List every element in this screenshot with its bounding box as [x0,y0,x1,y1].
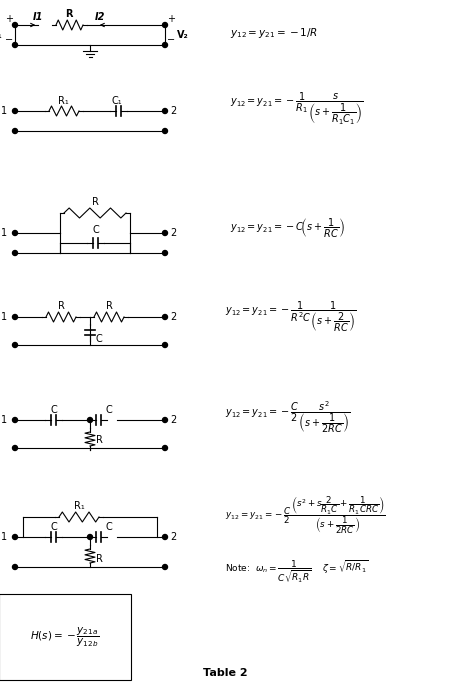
Text: Note:  $\omega_n = \dfrac{1}{C\sqrt{R_1R}}$    $\zeta = \sqrt{R/R_1}$: Note: $\omega_n = \dfrac{1}{C\sqrt{R_1R}… [225,559,369,585]
Text: C: C [50,405,58,415]
Text: R₁: R₁ [74,501,85,511]
Text: R: R [91,197,99,207]
Text: −: − [167,35,175,45]
Text: V₁: V₁ [0,30,3,40]
Text: R: R [96,435,103,445]
Text: 1: 1 [1,415,7,425]
Text: C: C [106,405,112,415]
Circle shape [162,314,167,319]
Text: C: C [96,334,103,344]
Text: +: + [5,14,13,24]
Circle shape [87,534,93,540]
Circle shape [13,42,18,47]
Circle shape [13,314,18,319]
Circle shape [162,534,167,540]
Text: I2: I2 [95,12,105,22]
Circle shape [162,129,167,134]
Text: I1: I1 [33,12,43,22]
Circle shape [87,417,93,423]
Text: R: R [65,9,73,19]
Text: V₂: V₂ [177,30,189,40]
Circle shape [13,564,18,569]
Circle shape [13,534,18,540]
Circle shape [162,342,167,347]
Text: R: R [96,554,103,564]
Text: −: − [5,35,13,45]
Text: $y_{12} = y_{21} = -\dfrac{1}{R^2C}\dfrac{1}{\left(s+\dfrac{2}{RC}\right)}$: $y_{12} = y_{21} = -\dfrac{1}{R^2C}\dfra… [225,300,356,334]
Text: 2: 2 [170,532,176,542]
Circle shape [162,230,167,236]
Circle shape [13,129,18,134]
Text: 1: 1 [1,312,7,322]
Circle shape [13,108,18,114]
Circle shape [162,108,167,114]
Circle shape [13,251,18,256]
Text: +: + [167,14,175,24]
Text: $y_{12} = y_{21} = -\dfrac{C}{2}\dfrac{\left(s^2+s\dfrac{2}{R_1C}+\dfrac{1}{R_1C: $y_{12} = y_{21} = -\dfrac{C}{2}\dfrac{\… [225,494,386,536]
Text: $H(s) = -\dfrac{y_{21a}}{y_{12b}}$: $H(s) = -\dfrac{y_{21a}}{y_{12b}}$ [31,625,99,649]
Text: C: C [50,522,58,532]
Circle shape [13,445,18,451]
Text: C₁: C₁ [112,96,122,106]
Circle shape [13,342,18,347]
Text: 2: 2 [170,228,176,238]
Text: R₁: R₁ [58,96,68,106]
Text: $y_{12} = y_{21} = -\dfrac{1}{R_1}\dfrac{s}{\left(s+\dfrac{1}{R_1C_1}\right)}$: $y_{12} = y_{21} = -\dfrac{1}{R_1}\dfrac… [230,91,364,127]
Circle shape [13,417,18,423]
Text: 1: 1 [1,106,7,116]
Text: R: R [106,301,112,311]
Text: 2: 2 [170,415,176,425]
Text: Table 2: Table 2 [202,668,248,678]
Circle shape [13,23,18,27]
Circle shape [162,564,167,569]
Text: C: C [106,522,112,532]
Text: $y_{12} = y_{21} = -C\!\left(s+\dfrac{1}{RC}\right)$: $y_{12} = y_{21} = -C\!\left(s+\dfrac{1}… [230,216,345,240]
Circle shape [162,417,167,423]
Text: 1: 1 [1,228,7,238]
Text: C: C [93,225,99,235]
Circle shape [162,23,167,27]
Text: R: R [58,301,64,311]
Circle shape [162,42,167,47]
Text: 2: 2 [170,312,176,322]
Text: 2: 2 [170,106,176,116]
Text: 1: 1 [1,532,7,542]
Text: $y_{12} = y_{21} = -1/R$: $y_{12} = y_{21} = -1/R$ [230,26,318,40]
Text: $y_{12} = y_{21} = -\dfrac{C}{2}\dfrac{s^2}{\left(s+\dfrac{1}{2RC}\right)}$: $y_{12} = y_{21} = -\dfrac{C}{2}\dfrac{s… [225,399,351,435]
Circle shape [162,445,167,451]
Circle shape [162,251,167,256]
Circle shape [13,230,18,236]
